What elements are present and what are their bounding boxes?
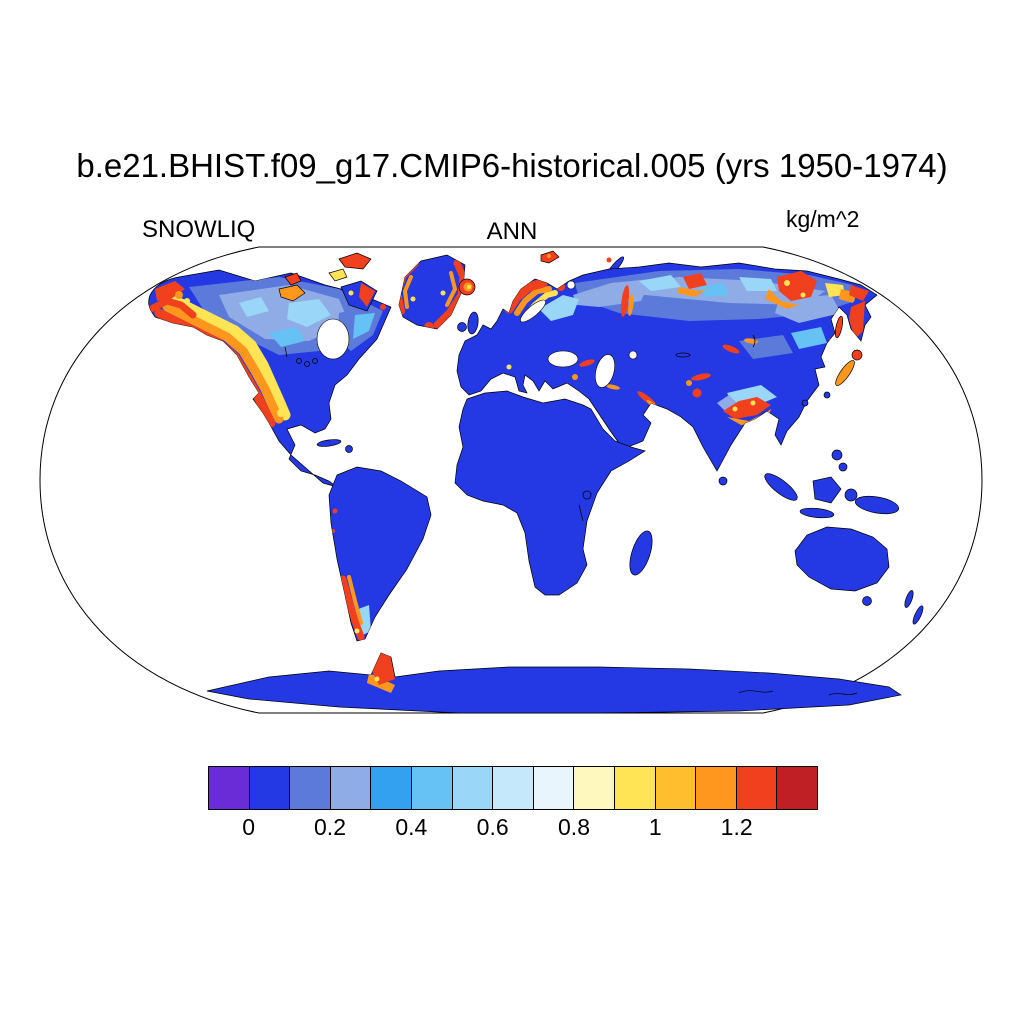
- colorbar-segment: [492, 767, 533, 809]
- colorbar-segment: [573, 767, 614, 809]
- african-lakes: [578, 490, 592, 522]
- new-zealand: [904, 590, 924, 625]
- colorbar-segment: [329, 767, 371, 809]
- colorbar-segment: [613, 767, 655, 809]
- units-label: kg/m^2: [786, 206, 860, 232]
- colorbar-segment: [248, 767, 290, 809]
- caribbean-islands: [316, 439, 353, 453]
- baltic-sea: [520, 299, 546, 323]
- continent-north-america: [148, 269, 392, 488]
- continent-eurasia: [456, 262, 878, 472]
- antarctic-contours: [738, 690, 858, 696]
- eurasia-snow-shading: [504, 269, 869, 425]
- taiwan: [823, 391, 831, 399]
- south-america-snow-shading: [331, 508, 371, 641]
- continent-australia: [794, 526, 890, 606]
- white-sea: [566, 280, 576, 290]
- canadian-arctic-islands: [278, 252, 378, 312]
- colorbar-segment: [289, 767, 330, 809]
- colorbar-segment: [532, 767, 574, 809]
- new-guinea: [854, 495, 900, 515]
- colorbar-segment: [410, 767, 452, 809]
- colorbar-segment: [776, 767, 817, 809]
- tasmania: [862, 596, 872, 606]
- north-america-snow-shading: [148, 277, 386, 428]
- sumatra: [764, 473, 798, 501]
- borneo: [812, 476, 842, 504]
- colorbar-ticks: 0 0.2 0.4 0.6 0.8 1 1.2: [208, 814, 818, 844]
- honshu: [835, 360, 855, 386]
- hokkaido: [851, 349, 863, 361]
- sakhalin: [834, 315, 844, 339]
- continent-africa: [454, 390, 646, 596]
- colorbar-tick-label: 0.6: [476, 814, 509, 840]
- figure-title: b.e21.BHIST.f09_g17.CMIP6-historical.005…: [76, 147, 948, 184]
- sri-lanka: [718, 476, 728, 486]
- great-lakes: [284, 346, 318, 367]
- greenland: [398, 254, 466, 330]
- colorbar-segment: [209, 767, 249, 809]
- svalbard: [540, 250, 560, 264]
- colorbar-tick-label: 1.2: [720, 814, 753, 840]
- british-isles: [457, 311, 479, 335]
- world-map-icon: [39, 246, 983, 714]
- colorbar-segment: [735, 767, 777, 809]
- colorbar-segment: [370, 767, 411, 809]
- asian-lakes: [675, 334, 756, 358]
- continent-south-america: [328, 466, 432, 642]
- colorbar-segments: [209, 767, 817, 809]
- colorbar-tick-label: 0.2: [314, 814, 346, 840]
- black-sea: [547, 350, 579, 368]
- colorbar-tick-label: 0: [242, 814, 256, 840]
- hainan: [801, 399, 809, 407]
- asian-islands: [718, 315, 900, 519]
- colorbar-tick-label: 1: [648, 814, 662, 840]
- philippines: [831, 449, 843, 461]
- sulawesi: [844, 488, 858, 502]
- season-label: ANN: [486, 218, 538, 245]
- philippines-south: [838, 462, 848, 472]
- iceland: [458, 278, 476, 296]
- java: [799, 507, 835, 519]
- colorbar-segment: [695, 767, 736, 809]
- map-outline: [39, 246, 983, 714]
- caspian-sea: [594, 354, 616, 388]
- colorbar: [208, 766, 818, 810]
- hudson-bay: [316, 318, 350, 360]
- map-area: [39, 243, 984, 717]
- madagascar: [629, 530, 653, 576]
- colorbar-segment: [451, 767, 493, 809]
- aral-sea: [628, 350, 638, 360]
- variable-label: SNOWLIQ: [142, 216, 256, 243]
- continent-antarctica: [206, 652, 902, 714]
- colorbar-tick-label: 0.8: [558, 814, 590, 840]
- colorbar-segment: [654, 767, 696, 809]
- colorbar-tick-label: 0.4: [395, 814, 428, 840]
